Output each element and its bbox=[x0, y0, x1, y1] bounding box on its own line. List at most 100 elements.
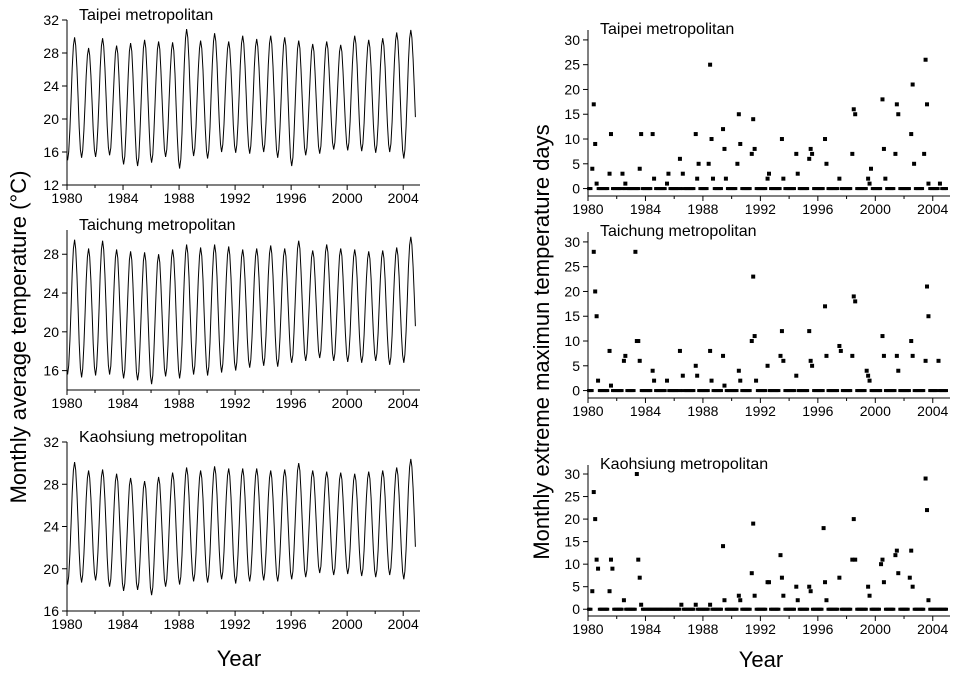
data-point bbox=[864, 368, 869, 373]
data-point bbox=[751, 274, 756, 279]
data-point bbox=[735, 161, 740, 166]
data-point bbox=[639, 132, 644, 137]
data-point-zero bbox=[792, 187, 796, 191]
data-point bbox=[608, 557, 613, 562]
data-point bbox=[794, 373, 799, 378]
data-point bbox=[795, 598, 800, 603]
x-tick-label: 1992 bbox=[745, 403, 776, 419]
data-point bbox=[693, 363, 698, 368]
data-point-zero bbox=[678, 607, 682, 611]
data-point bbox=[808, 146, 813, 151]
temperature-series-line bbox=[67, 236, 416, 385]
data-point-zero bbox=[806, 187, 810, 191]
data-point bbox=[706, 161, 711, 166]
y-tick-label: 12 bbox=[43, 177, 59, 193]
data-point bbox=[851, 107, 856, 112]
data-point-zero bbox=[820, 607, 824, 611]
data-point-zero bbox=[821, 187, 825, 191]
data-point bbox=[880, 97, 885, 102]
data-point bbox=[880, 557, 885, 562]
data-point bbox=[896, 368, 901, 373]
data-point bbox=[623, 181, 628, 186]
data-point-zero bbox=[906, 607, 910, 611]
y-tick-label: 15 bbox=[564, 534, 580, 550]
data-point-zero bbox=[877, 607, 881, 611]
data-point bbox=[779, 575, 784, 580]
x-tick-label: 2000 bbox=[860, 201, 891, 217]
data-point bbox=[810, 363, 815, 368]
panel-title: Kaohsiung metropolitan bbox=[79, 429, 247, 446]
data-point-zero bbox=[706, 607, 710, 611]
data-point bbox=[778, 553, 783, 558]
data-point-zero bbox=[921, 187, 925, 191]
x-tick-label: 1996 bbox=[276, 616, 307, 632]
data-point bbox=[866, 176, 871, 181]
data-point bbox=[738, 378, 743, 383]
data-point bbox=[851, 294, 856, 299]
data-point bbox=[910, 353, 915, 358]
y-tick-label: 16 bbox=[43, 603, 59, 619]
y-tick-label: 25 bbox=[564, 259, 580, 275]
data-point-zero bbox=[633, 607, 637, 611]
data-point bbox=[853, 557, 858, 562]
data-point-zero bbox=[589, 187, 593, 191]
y-tick-label: 5 bbox=[572, 579, 580, 595]
data-point-zero bbox=[806, 389, 810, 393]
x-tick-label: 1988 bbox=[687, 201, 718, 217]
data-point bbox=[620, 171, 625, 176]
data-point-zero bbox=[892, 187, 896, 191]
x-tick-label: 1980 bbox=[51, 616, 82, 632]
chart-panel-3: 1980 1984 1988 1992 1996 2000 2004 16 20 24 28 32 Ka… bbox=[43, 429, 420, 632]
data-point bbox=[894, 548, 899, 553]
y-tick-label: 5 bbox=[572, 358, 580, 374]
data-point bbox=[754, 378, 759, 383]
y-tick-label: 24 bbox=[43, 78, 59, 94]
data-point-zero bbox=[792, 607, 796, 611]
data-point bbox=[749, 571, 754, 576]
data-point-zero bbox=[676, 389, 680, 393]
x-tick-label: 1980 bbox=[572, 403, 603, 419]
data-point bbox=[909, 132, 914, 137]
x-tick-label: 2004 bbox=[388, 395, 419, 411]
data-point-zero bbox=[619, 187, 623, 191]
data-point bbox=[696, 161, 701, 166]
data-point bbox=[923, 57, 928, 62]
data-point bbox=[695, 176, 700, 181]
data-point-zero bbox=[849, 389, 853, 393]
x-tick-label: 1988 bbox=[687, 403, 718, 419]
data-point bbox=[680, 373, 685, 378]
data-point bbox=[881, 580, 886, 585]
data-point-zero bbox=[864, 607, 868, 611]
panel-title: Taichung metropolitan bbox=[79, 217, 236, 234]
data-point bbox=[639, 602, 644, 607]
panel-title: Taipei metropolitan bbox=[79, 7, 213, 24]
y-tick-label: 10 bbox=[564, 333, 580, 349]
data-point-zero bbox=[637, 187, 641, 191]
x-tick-label: 1992 bbox=[745, 201, 776, 217]
data-point bbox=[866, 373, 871, 378]
data-point-zero bbox=[606, 187, 610, 191]
data-point-zero bbox=[936, 187, 940, 191]
data-point bbox=[808, 589, 813, 594]
data-point bbox=[781, 176, 786, 181]
data-point-zero bbox=[922, 389, 926, 393]
data-point-zero bbox=[663, 187, 667, 191]
y-tick-label: 15 bbox=[564, 106, 580, 122]
data-point bbox=[722, 146, 727, 151]
data-point bbox=[665, 181, 670, 186]
data-point bbox=[752, 146, 757, 151]
data-point bbox=[637, 358, 642, 363]
data-point bbox=[607, 348, 612, 353]
data-point bbox=[779, 137, 784, 142]
chart-panel-6: 1980 1984 1988 1992 1996 2000 2004 0 5 10 15 20 25 30… bbox=[564, 456, 950, 637]
y-tick-label: 20 bbox=[564, 283, 580, 299]
data-point bbox=[937, 181, 942, 186]
data-point bbox=[591, 249, 596, 254]
data-point bbox=[880, 334, 885, 339]
data-point-zero bbox=[748, 389, 752, 393]
data-point bbox=[765, 176, 770, 181]
data-point-zero bbox=[620, 389, 624, 393]
data-point-zero bbox=[590, 389, 594, 393]
y-tick-label: 0 bbox=[572, 383, 580, 399]
